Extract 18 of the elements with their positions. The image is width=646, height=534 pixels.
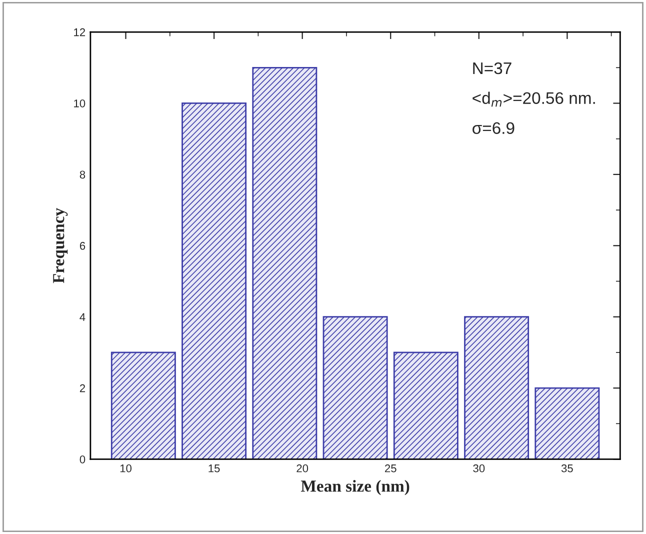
x-tick-label: 25: [384, 464, 396, 472]
x-tick-label: 20: [296, 464, 308, 472]
x-axis-title: Mean size (nm): [300, 480, 410, 496]
y-tick-label: 6: [80, 242, 86, 250]
x-tick-label: 30: [473, 464, 485, 472]
y-axis-title: Frequency: [53, 208, 68, 284]
x-tick-label: 10: [120, 464, 132, 472]
y-tick-label: 2: [80, 384, 86, 392]
y-tick-label: 4: [80, 313, 86, 321]
y-tick-label: 12: [74, 28, 86, 36]
x-tick-label: 15: [208, 464, 220, 472]
y-tick-label: 0: [80, 456, 86, 464]
annotation: N=37: [473, 62, 512, 74]
y-tick-label: 8: [80, 170, 86, 179]
y-tick-label: 10: [74, 100, 86, 108]
annotation: σ=6.9: [472, 122, 514, 134]
x-tick-label: 35: [561, 464, 573, 472]
annotation: <d$_{m}$>=20.56 nm.: [472, 92, 595, 107]
